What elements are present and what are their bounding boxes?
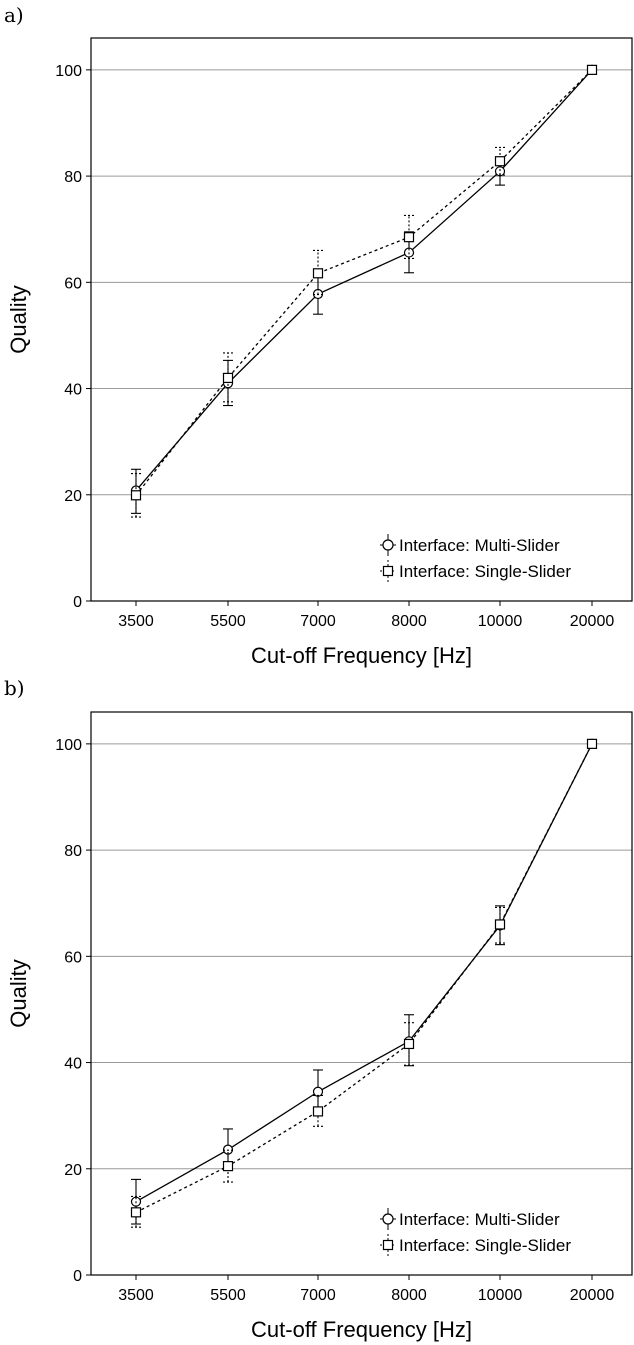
data-point <box>403 232 415 243</box>
data-point <box>222 1161 234 1172</box>
y-tick-label: 40 <box>64 382 82 399</box>
y-tick-label: 20 <box>64 488 82 505</box>
series-single-slider <box>130 64 598 518</box>
series-multi-slider <box>130 64 598 514</box>
x-tick-label: 10000 <box>478 613 523 630</box>
chart-panel-b: b) 0 20 40 60 80 100 3500 5500 7000 8000 10000 20000… <box>4 676 633 1342</box>
legend-label: Interface: Multi-Slider <box>399 536 560 555</box>
legend-marker <box>382 565 394 577</box>
legend-marker <box>382 539 394 551</box>
x-tick-label: 7000 <box>300 613 336 630</box>
chart-panel-a: a) 0 20 40 60 80 100 3500 5500 7000 8000 10000 20000… <box>4 3 633 668</box>
y-tick-label: 0 <box>73 594 82 611</box>
legend-marker <box>382 1239 394 1251</box>
y-tick-label: 20 <box>64 1162 82 1179</box>
x-tick-label: 10000 <box>478 1287 523 1304</box>
data-point <box>586 738 598 749</box>
y-tick-label: 40 <box>64 1056 82 1073</box>
y-tick-label: 60 <box>64 275 82 292</box>
y-tick-label: 60 <box>64 949 82 966</box>
y-tick-label: 80 <box>64 169 82 186</box>
y-tick-label: 100 <box>55 63 82 80</box>
y-tick-label: 80 <box>64 843 82 860</box>
x-tick-label: 20000 <box>570 1287 615 1304</box>
data-point <box>130 1207 142 1218</box>
x-tick-label: 8000 <box>391 1287 427 1304</box>
x-tick-label: 5500 <box>210 1287 246 1304</box>
data-point <box>130 490 142 501</box>
legend-label: Interface: Multi-Slider <box>399 1210 560 1229</box>
panel-label: a) <box>4 3 24 27</box>
series-line <box>135 69 593 491</box>
data-point <box>312 1086 324 1097</box>
y-axis-title: Quality <box>6 285 31 353</box>
panel-label: b) <box>4 676 25 700</box>
legend-label: Interface: Single-Slider <box>399 1236 571 1255</box>
x-tick-label: 8000 <box>391 613 427 630</box>
legend-circle-symbol <box>380 1208 396 1230</box>
plot-frame <box>90 711 633 1276</box>
legend-square-symbol <box>380 1234 396 1256</box>
data-point <box>494 156 506 167</box>
plot-frame <box>90 37 633 602</box>
y-axis-title: Quality <box>6 959 31 1027</box>
series-line <box>135 69 593 496</box>
legend-square-symbol <box>380 560 396 582</box>
data-point <box>403 1038 415 1050</box>
x-axis-title: Cut-off Frequency [Hz] <box>251 643 472 668</box>
x-tick-label: 7000 <box>300 1287 336 1304</box>
y-tick-label: 0 <box>73 1268 82 1285</box>
data-point <box>222 372 234 384</box>
series-multi-slider <box>130 738 598 1225</box>
series-line <box>135 743 593 1203</box>
y-tick-label: 100 <box>55 737 82 754</box>
x-tick-label: 3500 <box>118 613 154 630</box>
data-point <box>312 1106 324 1117</box>
data-point <box>586 64 598 75</box>
legend: Interface: Multi-Slider Interface: Single… <box>380 1208 571 1256</box>
legend: Interface: Multi-Slider Interface: Single… <box>380 534 571 582</box>
data-point <box>312 268 324 279</box>
x-tick-label: 20000 <box>570 613 615 630</box>
x-tick-label: 3500 <box>118 1287 154 1304</box>
x-tick-label: 5500 <box>210 613 246 630</box>
x-axis-title: Cut-off Frequency [Hz] <box>251 1317 472 1342</box>
legend-circle-symbol <box>380 534 396 556</box>
series-line <box>135 743 593 1213</box>
data-point <box>494 919 506 930</box>
series-single-slider <box>130 738 598 1228</box>
legend-label: Interface: Single-Slider <box>399 562 571 581</box>
legend-marker <box>382 1213 394 1225</box>
